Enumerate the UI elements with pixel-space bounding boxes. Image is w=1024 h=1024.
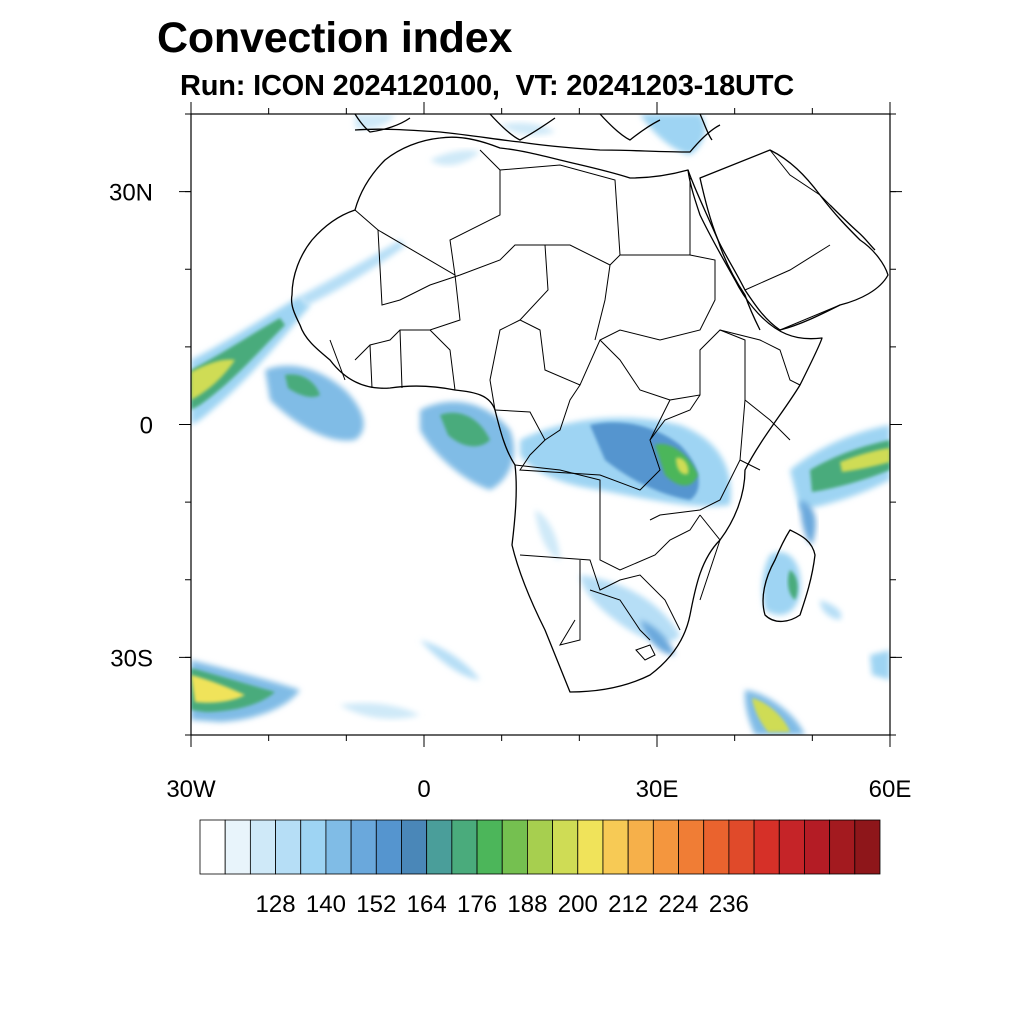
madagascar-coastline bbox=[762, 529, 816, 623]
field-westafrica bbox=[265, 365, 364, 441]
colorbar-swatch bbox=[728, 819, 755, 875]
colorbar-swatch bbox=[199, 819, 226, 875]
field-southafrica bbox=[580, 575, 680, 643]
colorbar-swatch bbox=[224, 819, 251, 875]
field-med-2 bbox=[500, 122, 555, 136]
field-indian-ne-core bbox=[840, 448, 890, 472]
field-med-3 bbox=[355, 114, 395, 130]
africa-coastline bbox=[290, 136, 823, 693]
colorbar-swatch bbox=[778, 819, 805, 875]
colorbar-swatch bbox=[325, 819, 352, 875]
field-southafrica-2 bbox=[640, 620, 675, 655]
field-south-streak bbox=[420, 640, 480, 680]
iberia-coast bbox=[354, 114, 411, 133]
colorbar-swatch bbox=[703, 819, 730, 875]
europe-coast bbox=[489, 114, 713, 141]
field-congo-peak bbox=[676, 457, 689, 475]
colorbar-swatch bbox=[678, 819, 705, 875]
colorbar-label: 140 bbox=[306, 891, 346, 918]
colorbar-swatch bbox=[300, 819, 327, 875]
field-sindian-core bbox=[752, 698, 790, 732]
field-med bbox=[640, 114, 706, 155]
colorbar-label: 212 bbox=[608, 891, 648, 918]
field-madagascar bbox=[762, 551, 801, 615]
field-guinea-core bbox=[440, 412, 490, 447]
coastlines bbox=[290, 114, 889, 693]
lon-label: 60E bbox=[869, 776, 912, 803]
colorbar-swatch bbox=[476, 819, 503, 875]
field-satlantic-core bbox=[191, 675, 245, 703]
colorbar-swatch bbox=[829, 819, 856, 875]
lat-label: 30S bbox=[110, 645, 153, 672]
colorbar-swatch bbox=[401, 819, 428, 875]
colorbar-swatch bbox=[577, 819, 604, 875]
colorbar-swatch bbox=[602, 819, 629, 875]
field-namibia bbox=[535, 510, 560, 560]
colorbar-swatch bbox=[426, 819, 453, 875]
colorbar-label: 188 bbox=[507, 891, 547, 918]
field-south-streak-2 bbox=[340, 703, 420, 719]
colorbar-swatch bbox=[854, 819, 881, 875]
field-guinea bbox=[420, 401, 514, 490]
colorbar-swatch bbox=[627, 819, 654, 875]
mediterranean-coast bbox=[354, 124, 721, 153]
field-indian-ne-tail bbox=[800, 500, 816, 545]
colorbar-swatch bbox=[527, 819, 553, 875]
colorbar-swatch bbox=[275, 819, 302, 875]
field-libya bbox=[430, 150, 480, 166]
field-atlantic-mid bbox=[191, 318, 285, 410]
persian-gulf bbox=[829, 204, 876, 251]
colorbar-label: 152 bbox=[356, 891, 396, 918]
colorbar-label: 200 bbox=[558, 891, 598, 918]
chart-title: Convection index bbox=[157, 14, 513, 62]
field-westafrica-core bbox=[285, 374, 320, 398]
red-sea bbox=[687, 169, 761, 331]
field-sahel-band bbox=[300, 240, 405, 306]
colorbar-swatch bbox=[249, 819, 276, 875]
colorbar-label: 236 bbox=[709, 891, 749, 918]
colorbar-labels: 128 140 152 164 176 188 200 212 224 236 bbox=[256, 891, 749, 918]
field-madagascar-core bbox=[787, 570, 798, 600]
lat-label: 0 bbox=[140, 413, 153, 440]
lat-label: 30N bbox=[109, 180, 153, 207]
colorbar-label: 224 bbox=[658, 891, 698, 918]
chart-subtitle: Run: ICON 2024120100, VT: 20241203-18UTC bbox=[180, 70, 794, 102]
convection-field bbox=[191, 114, 890, 735]
colorbar-swatch bbox=[753, 819, 780, 875]
field-congo-mid bbox=[590, 422, 699, 500]
lon-label: 30E bbox=[636, 776, 679, 803]
colorbar-swatch bbox=[552, 819, 579, 875]
field-congo-core bbox=[655, 444, 698, 486]
colorbar-swatch bbox=[501, 819, 528, 875]
axis-tick-labels: 30N 0 30S 30W 0 30E 60E bbox=[109, 180, 911, 803]
field-indian-east bbox=[820, 600, 842, 620]
country-borders bbox=[329, 149, 841, 661]
axis-ticks bbox=[179, 102, 902, 747]
arabia-coastline bbox=[699, 149, 889, 331]
colorbar bbox=[199, 819, 881, 875]
colorbar-swatch bbox=[804, 819, 831, 875]
lon-label: 30W bbox=[166, 776, 216, 803]
map-frame bbox=[190, 113, 891, 736]
lon-label: 0 bbox=[417, 776, 430, 803]
colorbar-swatch bbox=[451, 819, 478, 875]
colorbar-swatch bbox=[652, 819, 679, 875]
field-atlantic-core bbox=[191, 359, 235, 400]
colorbar-label: 128 bbox=[256, 891, 296, 918]
colorbar-swatch bbox=[350, 819, 377, 875]
colorbar-swatch bbox=[375, 819, 402, 875]
field-east-south bbox=[870, 650, 890, 680]
colorbar-label: 176 bbox=[457, 891, 497, 918]
colorbar-label: 164 bbox=[407, 891, 447, 918]
